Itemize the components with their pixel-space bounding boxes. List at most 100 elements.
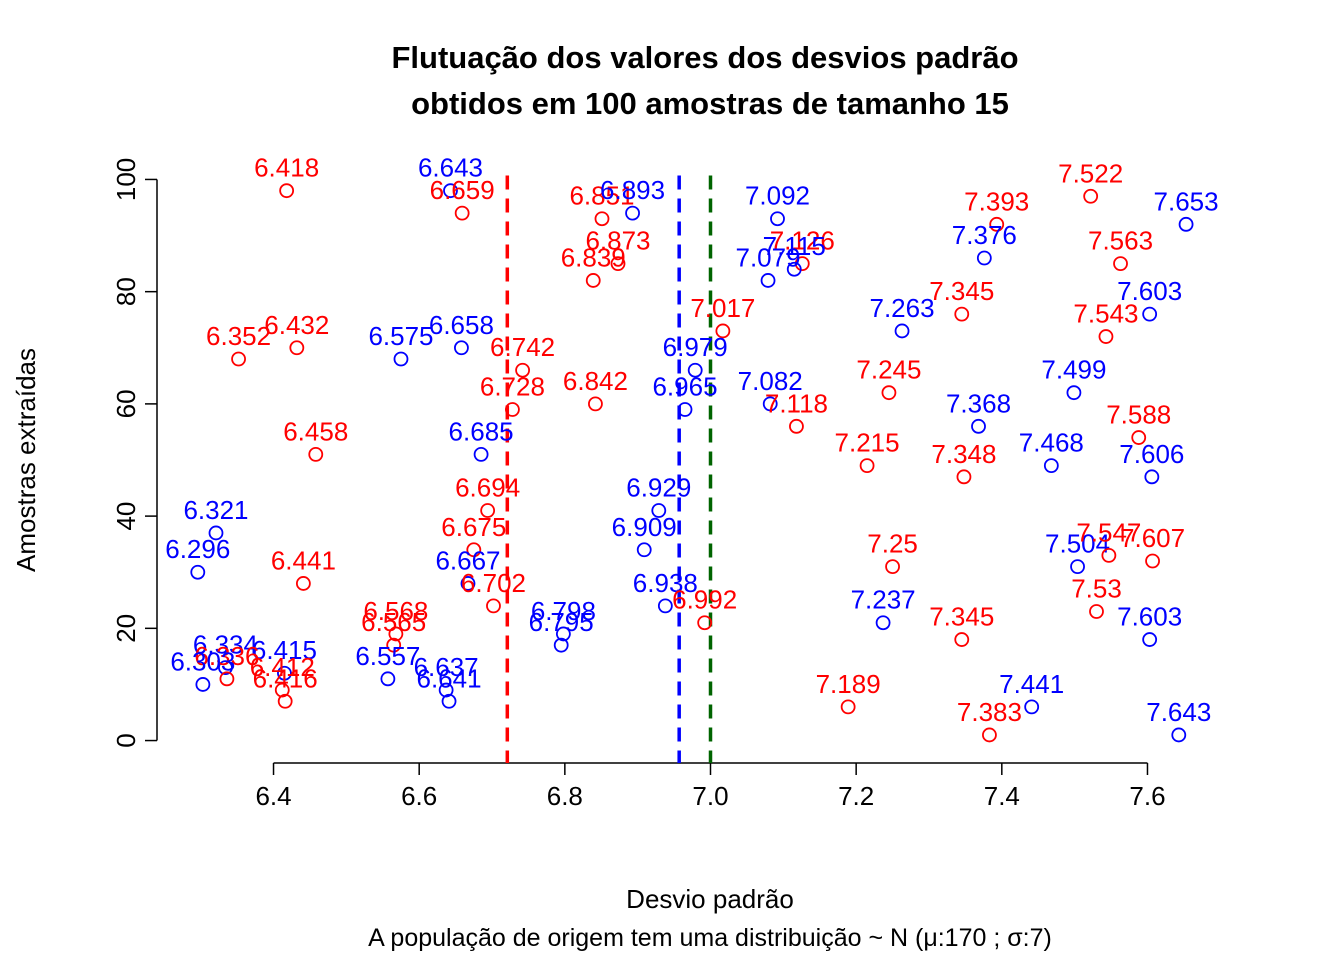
data-label: 7.115 bbox=[763, 231, 826, 261]
data-label: 6.685 bbox=[449, 416, 514, 446]
data-point bbox=[1089, 604, 1104, 619]
data-label: 7.017 bbox=[690, 293, 755, 323]
data-label: 6.565 bbox=[361, 607, 426, 637]
data-label: 7.603 bbox=[1117, 276, 1182, 306]
data-point bbox=[553, 637, 569, 653]
data-point bbox=[760, 273, 776, 288]
data-point bbox=[308, 446, 324, 462]
data-point bbox=[1178, 216, 1194, 232]
data-point bbox=[585, 273, 601, 288]
data-label: 6.667 bbox=[435, 545, 500, 575]
data-label: 6.742 bbox=[490, 332, 555, 362]
data-label: 7.563 bbox=[1088, 226, 1153, 256]
data-label: 6.795 bbox=[529, 607, 594, 637]
data-point bbox=[386, 637, 402, 653]
data-point bbox=[762, 396, 778, 412]
data-label: 7.092 bbox=[745, 181, 810, 211]
x-tick-label: 6.8 bbox=[547, 781, 583, 811]
data-point bbox=[982, 727, 997, 743]
data-label: 7.588 bbox=[1106, 400, 1171, 430]
data-point bbox=[859, 458, 875, 474]
data-point bbox=[954, 632, 970, 647]
reference-lines bbox=[505, 167, 713, 763]
data-point bbox=[208, 525, 224, 541]
data-point bbox=[976, 250, 992, 266]
data-label: 6.458 bbox=[283, 416, 348, 446]
data-point bbox=[219, 671, 235, 687]
data-point bbox=[1113, 256, 1128, 272]
data-label: 7.118 bbox=[765, 388, 828, 418]
data-point bbox=[277, 665, 292, 681]
data-label: 6.873 bbox=[585, 226, 650, 256]
data-point bbox=[289, 340, 305, 356]
data-point bbox=[885, 559, 900, 575]
y-tick-label: 80 bbox=[111, 277, 141, 306]
data-point bbox=[295, 576, 311, 591]
data-label: 6.296 bbox=[165, 534, 230, 564]
data-point bbox=[190, 564, 206, 580]
data-label: 7.468 bbox=[1019, 428, 1084, 458]
data-point bbox=[515, 362, 531, 378]
data-point bbox=[473, 446, 489, 462]
data-point bbox=[1101, 547, 1117, 563]
x-tick-label: 7.0 bbox=[692, 781, 728, 811]
data-label: 7.607 bbox=[1120, 523, 1185, 553]
data-point bbox=[1144, 469, 1160, 485]
data-label: 6.352 bbox=[206, 321, 271, 351]
data-label: 7.345 bbox=[929, 602, 994, 632]
data-label: 6.568 bbox=[363, 596, 428, 626]
data-label: 6.675 bbox=[441, 512, 506, 542]
data-label: 6.851 bbox=[569, 181, 634, 211]
x-tick-label: 6.6 bbox=[401, 781, 437, 811]
data-point bbox=[956, 469, 972, 485]
data-point bbox=[505, 402, 520, 417]
data-point bbox=[677, 402, 693, 417]
data-point bbox=[625, 205, 640, 221]
data-point bbox=[466, 542, 482, 558]
data-point bbox=[480, 503, 496, 518]
data-point bbox=[277, 693, 293, 709]
data-point bbox=[388, 626, 404, 642]
chart-subtitle: A população de origem tem uma distribuiç… bbox=[368, 924, 1052, 952]
data-label: 6.893 bbox=[600, 175, 665, 205]
x-tick-label: 6.4 bbox=[255, 781, 291, 811]
data-label: 7.263 bbox=[870, 293, 935, 323]
axes: 6.4 6.6 6.8 7.0 7.2 7.4 7.6 0 20 40 60 80 100 bbox=[111, 158, 1166, 811]
data-point bbox=[1024, 699, 1040, 715]
data-label: 7.348 bbox=[931, 439, 996, 469]
data-label: 7.189 bbox=[816, 669, 881, 699]
data-point bbox=[443, 183, 458, 199]
data-label: 6.929 bbox=[626, 473, 691, 503]
data-label: 6.702 bbox=[461, 568, 526, 598]
data-point bbox=[1171, 727, 1187, 743]
data-point bbox=[989, 216, 1005, 232]
data-point bbox=[789, 418, 804, 434]
data-label: 6.839 bbox=[561, 242, 626, 272]
data-label: 7.53 bbox=[1071, 574, 1122, 604]
data-label: 6.432 bbox=[264, 310, 329, 340]
data-point bbox=[954, 306, 970, 322]
data-label: 7.504 bbox=[1045, 529, 1110, 559]
data-point bbox=[971, 418, 986, 434]
data-label: 6.938 bbox=[633, 568, 698, 598]
data-label: 7.25 bbox=[867, 529, 918, 559]
data-label: 7.376 bbox=[952, 220, 1017, 250]
data-label: 7.237 bbox=[851, 585, 916, 615]
data-label: 7.079 bbox=[735, 242, 800, 272]
data-label: 6.557 bbox=[355, 641, 420, 671]
data-point bbox=[687, 362, 703, 378]
data-point bbox=[218, 660, 233, 676]
y-tick-label: 100 bbox=[111, 158, 141, 201]
data-point bbox=[486, 598, 501, 614]
data-label: 7.522 bbox=[1058, 158, 1123, 188]
data-label: 6.303 bbox=[170, 646, 235, 676]
data-point bbox=[588, 396, 603, 412]
data-label: 6.418 bbox=[254, 153, 319, 183]
data-point bbox=[393, 351, 409, 367]
data-label: 6.728 bbox=[480, 372, 545, 402]
data-point bbox=[1083, 188, 1099, 204]
chart-title-line-1: Flutuação dos valores dos desvios padrão bbox=[391, 40, 1018, 75]
data-point bbox=[894, 323, 910, 339]
